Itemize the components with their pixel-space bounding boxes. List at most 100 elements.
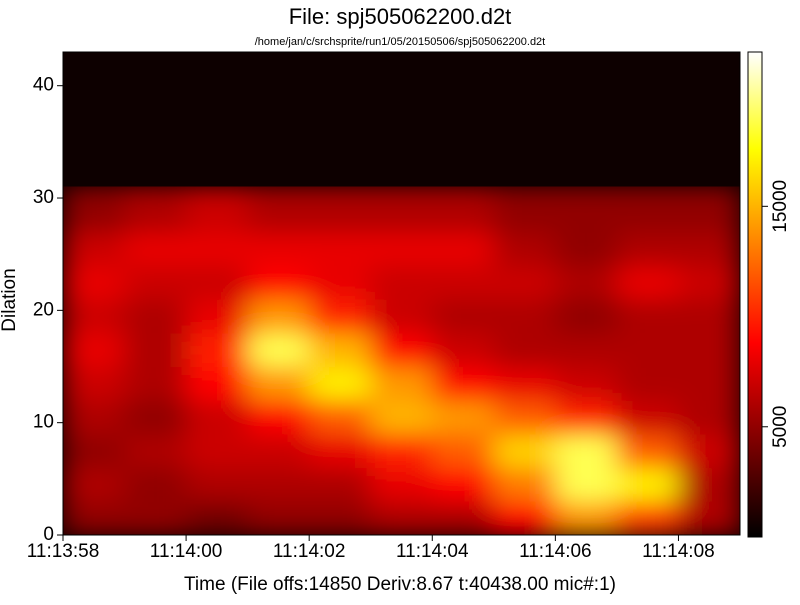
heatmap-cell (555, 400, 618, 435)
heatmap-cell (616, 265, 679, 300)
heatmap-cell (493, 400, 556, 435)
colorbar-tick-label: 15000 (770, 180, 791, 233)
heatmap-cell (555, 501, 618, 535)
heatmap-cell (555, 366, 618, 401)
heatmap-cells (63, 186, 740, 535)
heatmap-cell (493, 501, 556, 535)
chart-subtitle: /home/jan/c/srchsprite/run1/05/20150506/… (255, 36, 546, 48)
heatmap-cell (493, 265, 556, 300)
heatmap-cell (616, 501, 679, 535)
heatmap-cell (63, 400, 126, 435)
heatmap-cell (678, 467, 740, 502)
heatmap-cell (678, 433, 740, 469)
heatmap-cell (432, 265, 495, 300)
heatmap-cell (247, 231, 310, 266)
heatmap-cell (247, 366, 310, 401)
y-tick-label: 0 (43, 524, 54, 545)
heatmap-cell (616, 299, 679, 334)
heatmap-cell (247, 332, 310, 368)
heatmap-cell (370, 366, 433, 401)
heatmap-cell (309, 332, 372, 368)
heatmap-cell (124, 231, 187, 266)
plot-frame (62, 51, 741, 536)
colorbar (747, 51, 763, 538)
heatmap-cell (432, 186, 495, 233)
heatmap-cell (63, 231, 126, 266)
heatmap-cell (186, 332, 249, 368)
heatmap-cell (124, 265, 187, 300)
heatmap-cell (186, 366, 249, 401)
heatmap-cell (370, 231, 433, 266)
heatmap-cell (247, 501, 310, 535)
heatmap-cell (555, 299, 618, 334)
heatmap-cell (616, 467, 679, 502)
x-tick-label: 11:14:06 (519, 541, 592, 562)
heatmap-cell (63, 433, 126, 469)
heatmap-cell (616, 186, 679, 233)
heatmap-cell (124, 501, 187, 535)
heatmap-cell (370, 467, 433, 502)
heatmap-cell (493, 186, 556, 233)
heatmap-cell (678, 186, 740, 233)
heatmap-cell (370, 332, 433, 368)
heatmap-cell (186, 501, 249, 535)
heatmap-cell (124, 433, 187, 469)
heatmap-cell (493, 332, 556, 368)
heatmap-cell (63, 501, 126, 535)
heatmap-cell (309, 501, 372, 535)
chart-title: File: spj505062200.d2t (289, 4, 512, 29)
heatmap-cell (309, 433, 372, 469)
heatmap-cell (678, 299, 740, 334)
heatmap-cell (124, 186, 187, 233)
heatmap-cell (124, 467, 187, 502)
heatmap-cell (247, 400, 310, 435)
heatmap-cell (309, 231, 372, 266)
heatmap-cell (432, 366, 495, 401)
heatmap-cell (124, 400, 187, 435)
heatmap-cell (309, 265, 372, 300)
heatmap-cell (247, 265, 310, 300)
heatmap (63, 186, 740, 535)
heatmap-cell (678, 265, 740, 300)
heatmap-cell (432, 299, 495, 334)
x-tick-label: 11:14:08 (642, 541, 715, 562)
heatmap-cell (616, 231, 679, 266)
heatmap-cell (555, 433, 618, 469)
heatmap-cell (678, 366, 740, 401)
heatmap-cell (247, 433, 310, 469)
heatmap-cell (370, 433, 433, 469)
heatmap-cell (432, 433, 495, 469)
heatmap-cell (432, 501, 495, 535)
heatmap-cell (555, 231, 618, 266)
heatmap-cell (186, 299, 249, 334)
x-tick-label: 11:14:02 (273, 541, 346, 562)
heatmap-cell (493, 299, 556, 334)
heatmap-cell (124, 332, 187, 368)
heatmap-cell (186, 433, 249, 469)
heatmap-cell (555, 186, 618, 233)
heatmap-cell (309, 299, 372, 334)
heatmap-cell (555, 332, 618, 368)
heatmap-cell (186, 467, 249, 502)
heatmap-cell (247, 467, 310, 502)
y-tick-label: 40 (33, 75, 54, 96)
heatmap-cell (432, 231, 495, 266)
heatmap-cell (493, 231, 556, 266)
heatmap-cell (616, 433, 679, 469)
y-tick-label: 30 (33, 187, 54, 208)
y-tick-label: 20 (33, 299, 54, 320)
heatmap-cell (616, 332, 679, 368)
x-tick-label: 11:14:04 (396, 541, 469, 562)
x-axis-label: Time (File offs:14850 Deriv:8.67 t:40438… (184, 574, 616, 595)
heatmap-cell (678, 231, 740, 266)
heatmap-cell (247, 299, 310, 334)
y-axis-label: Dilation (0, 268, 20, 331)
heatmap-cell (63, 265, 126, 300)
heatmap-cell (186, 400, 249, 435)
heatmap-cell (678, 501, 740, 535)
heatmap-cell (247, 186, 310, 233)
heatmap-cell (63, 366, 126, 401)
heatmap-cell (678, 332, 740, 368)
